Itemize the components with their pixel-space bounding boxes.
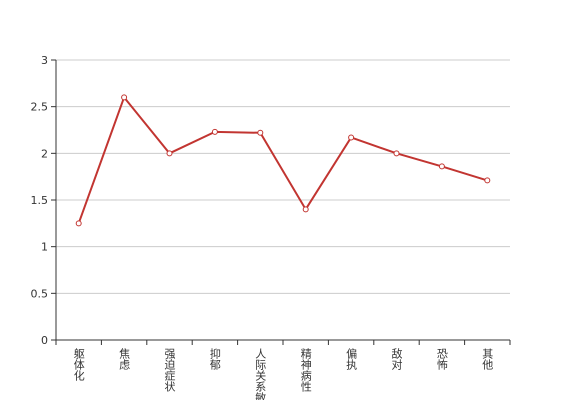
- line: [77, 95, 488, 224]
- x-tick-label: 强迫症状: [163, 348, 176, 392]
- point: [484, 177, 491, 184]
- x-tick-label: 精神病性: [299, 348, 312, 393]
- y-tick-label: 2: [41, 147, 48, 160]
- point: [393, 150, 400, 157]
- point: [348, 134, 355, 141]
- y-tick-label: 2.5: [31, 101, 49, 114]
- point: [438, 163, 445, 170]
- x-tick-label: 人际关系敏感: [254, 348, 267, 400]
- point: [211, 128, 218, 135]
- x-tick-label: 躯体化: [72, 348, 85, 382]
- x-tick-label: 敌对: [390, 347, 403, 370]
- x-tick-label: 其他: [481, 348, 494, 370]
- x-tick-label: 恐怖: [435, 348, 448, 370]
- x-tick-label: 焦虑: [118, 348, 131, 370]
- y-tick-label: 3: [41, 54, 48, 67]
- x-tick-label: 抑郁: [208, 347, 221, 370]
- point: [257, 129, 264, 136]
- point: [121, 94, 128, 101]
- point: [302, 206, 309, 213]
- y-tick-label: 1: [41, 241, 48, 254]
- y-tick-label: 1.5: [31, 194, 49, 207]
- x-tick-label: 偏执: [345, 347, 358, 371]
- y-tick-label: 0: [41, 334, 48, 347]
- point: [166, 150, 173, 157]
- point: [75, 220, 82, 227]
- y-tick-label: 0.5: [31, 287, 49, 300]
